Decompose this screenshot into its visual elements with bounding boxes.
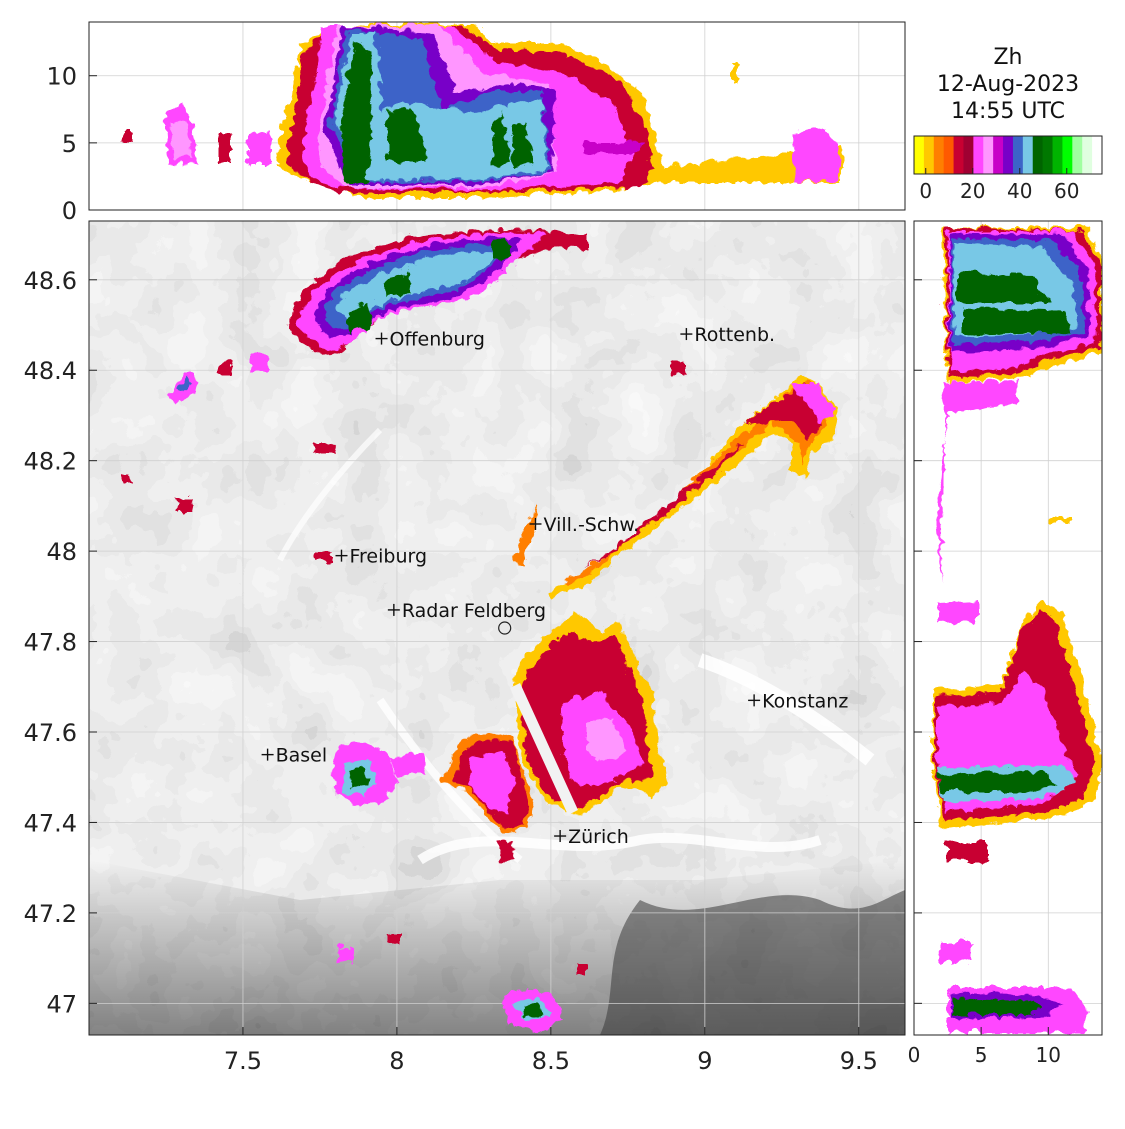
colorbar-cell	[1012, 136, 1024, 174]
city-basel: Basel	[261, 745, 328, 767]
main-y-tick-label: 48.6	[24, 267, 77, 295]
colorbar-tick-label: 0	[919, 179, 932, 203]
colorbar-cell	[1062, 136, 1073, 174]
city-label: Freiburg	[349, 546, 427, 568]
main-y-tick-label: 47.4	[24, 809, 77, 837]
side-x-tick-label: 10	[1036, 1043, 1061, 1067]
colorbar-cell	[1032, 136, 1044, 174]
main-map-y-ticks: 47 47.2 47.4 47.6 47.8 48 48.2 48.4 48.6	[24, 267, 97, 1018]
time-title: 14:55 UTC	[951, 99, 1065, 124]
side-profile-panel: 0 5 10	[908, 220, 1103, 1067]
colorbar-tick-label: 20	[960, 179, 985, 203]
colorbar-tick-label: 60	[1054, 179, 1079, 203]
side-profile-frame	[913, 220, 1103, 1036]
top-y-tick-label: 10	[46, 63, 77, 91]
top-profile-frame	[88, 21, 906, 211]
colorbar-cell	[923, 136, 935, 174]
top-y-tick-label: 5	[62, 130, 77, 158]
colorbar-tick-label: 40	[1007, 179, 1032, 203]
title-block: Zh 12-Aug-2023 14:55 UTC	[937, 45, 1079, 124]
main-map-panel: 7.5 8 8.5 9 9.5 47 47.2 47.4 47.6 47.8 48 48.2 48.4…	[24, 220, 906, 1075]
colorbar-cell	[1022, 136, 1034, 174]
colorbar-ticks: 0 20 40 60	[919, 168, 1079, 203]
city-freiburg: Freiburg	[335, 546, 427, 568]
main-map-grid	[89, 221, 905, 1035]
city-label: Zürich	[568, 826, 629, 848]
colorbar-cells	[914, 136, 1103, 174]
main-map-x-ticks: 7.5 8 8.5 9 9.5	[224, 1027, 878, 1075]
main-y-tick-label: 47	[46, 990, 77, 1018]
colorbar-cell	[993, 136, 1004, 174]
city-label: Rottenb.	[694, 324, 775, 346]
top-profile-panel: 0 5 10	[46, 21, 906, 225]
colorbar-frame	[913, 135, 1103, 175]
main-x-tick-label: 8.5	[532, 1047, 570, 1075]
main-x-tick-label: 9	[697, 1047, 712, 1075]
colorbar-cell	[1092, 136, 1103, 174]
city-label: Offenburg	[390, 329, 485, 351]
colorbar-cell	[1052, 136, 1063, 174]
top-profile-y-ticks: 0 5 10	[46, 63, 97, 225]
main-y-tick-label: 47.2	[24, 900, 77, 928]
colorbar-cell	[953, 136, 964, 174]
city-label: Radar Feldberg	[402, 600, 546, 622]
city-offenburg: Offenburg	[375, 329, 485, 351]
city-konstanz: Konstanz	[748, 690, 848, 712]
colorbar-cell	[933, 136, 945, 174]
alps-peaks	[600, 890, 905, 1035]
colorbar: 0 20 40 60	[913, 135, 1103, 203]
side-profile-x-ticks: 0 5 10	[908, 1027, 1061, 1067]
main-x-tick-label: 8	[389, 1047, 404, 1075]
colorbar-cell	[1003, 136, 1014, 174]
side-x-tick-label: 0	[908, 1043, 921, 1067]
city-label: Konstanz	[762, 690, 848, 712]
colorbar-cell	[943, 136, 955, 174]
colorbar-cell	[1042, 136, 1054, 174]
product-title: Zh	[993, 45, 1022, 70]
date-title: 12-Aug-2023	[937, 72, 1079, 97]
main-map-frame	[88, 220, 906, 1036]
city-vill-schw-: Vill.-Schw.	[529, 514, 639, 536]
lake-valley	[417, 832, 822, 865]
main-y-tick-label: 48	[46, 538, 77, 566]
colorbar-cell	[1082, 136, 1093, 174]
rhine-plain	[277, 427, 383, 562]
side-x-tick-label: 5	[975, 1043, 988, 1067]
main-y-tick-label: 48.4	[24, 357, 77, 385]
city-label: Vill.-Schw.	[543, 514, 639, 536]
main-x-tick-label: 7.5	[224, 1047, 262, 1075]
colorbar-cell	[963, 136, 974, 174]
lake-constance	[697, 653, 875, 766]
main-y-tick-label: 48.2	[24, 448, 77, 476]
blockage-wedge	[510, 683, 578, 815]
radar-site-marker	[498, 621, 512, 635]
colorbar-cell	[914, 136, 925, 174]
city-rottenb-: Rottenb.	[680, 324, 775, 346]
city-markers: Offenburg Rottenb. Vill.-Schw. Freiburg Rada…	[261, 324, 848, 848]
colorbar-cell	[983, 136, 994, 174]
city-label: Basel	[276, 745, 328, 767]
main-x-tick-label: 9.5	[840, 1047, 878, 1075]
top-profile-echoes	[120, 22, 840, 195]
top-y-tick-label: 0	[62, 197, 77, 225]
main-y-tick-label: 47.8	[24, 629, 77, 657]
main-y-tick-label: 47.6	[24, 719, 77, 747]
city-z-rich: Zürich	[554, 826, 629, 848]
city-radar-feldberg: Radar Feldberg	[387, 600, 546, 622]
side-profile-echoes	[930, 225, 1102, 1030]
colorbar-cell	[973, 136, 984, 174]
colorbar-cell	[1072, 136, 1083, 174]
